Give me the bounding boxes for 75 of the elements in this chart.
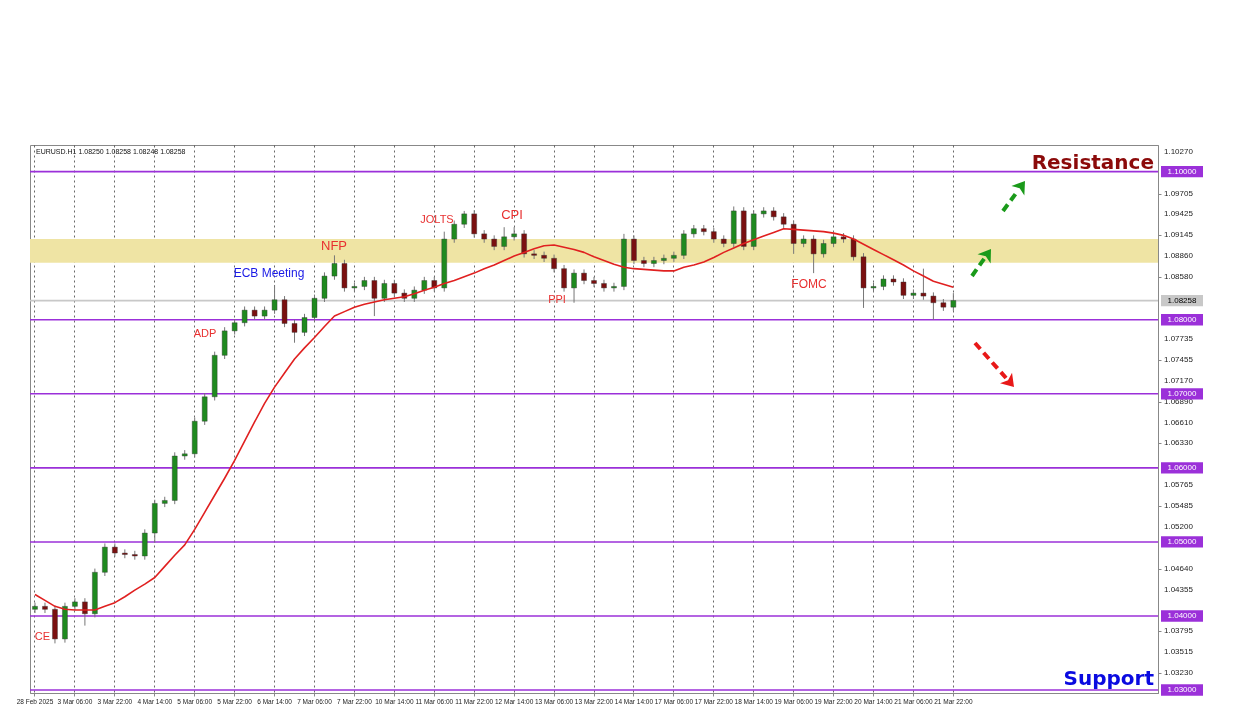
candlestick: [311, 294, 318, 322]
annotation: Support: [1063, 666, 1155, 690]
y-tick-label: 1.07735: [1164, 334, 1194, 344]
y-tick-label: 1.07170: [1164, 376, 1194, 386]
y-tick-label: 1.05765: [1164, 480, 1194, 490]
candlestick: [241, 305, 248, 327]
ref-line-label: 1.04000: [1167, 610, 1198, 620]
annotation: PPI: [548, 293, 566, 305]
candlestick: [601, 279, 607, 293]
annotation: ECB Meeting: [233, 266, 305, 280]
candlestick: [381, 279, 388, 303]
y-tick-label: 1.08580: [1164, 271, 1194, 281]
candlestick: [850, 234, 857, 262]
y-tick-label: 1.04355: [1164, 584, 1194, 594]
candlestick: [271, 284, 278, 315]
candlestick: [681, 229, 687, 260]
y-tick-label: 1.03795: [1164, 626, 1194, 636]
ref-line-label: 1.08258: [1167, 295, 1198, 305]
ref-line-label: 1.10000: [1167, 166, 1198, 176]
annotation: JOLTS: [420, 213, 454, 225]
candlestick: [321, 271, 328, 303]
candlestick: [501, 226, 507, 251]
candlestick: [371, 276, 378, 317]
annotation: ADP: [193, 327, 217, 339]
y-tick-label: 1.03515: [1164, 646, 1194, 656]
candlestick: [42, 602, 48, 614]
candlestick: [641, 256, 647, 268]
y-tick-label: 1.05485: [1164, 501, 1194, 511]
candlestick: [591, 276, 597, 288]
candlestick: [32, 602, 38, 614]
candlestick: [281, 295, 288, 328]
candlestick: [451, 220, 457, 244]
annotation: CPI: [501, 207, 523, 222]
candlestick: [521, 229, 527, 259]
y-tick-label: 1.03230: [1164, 668, 1194, 678]
candlestick: [561, 264, 567, 293]
candlestick: [571, 268, 577, 304]
annotation: NFP: [321, 238, 347, 253]
candlestick: [661, 254, 667, 265]
candlestick: [142, 528, 148, 561]
candlestick: [331, 254, 338, 281]
candlestick: [611, 282, 617, 293]
candlestick: [900, 277, 907, 300]
candlestick: [471, 209, 477, 239]
candlestick: [541, 251, 547, 263]
annotation: FOMC: [791, 277, 827, 291]
candlestick: [511, 226, 517, 242]
y-tick-label: 1.05200: [1164, 522, 1194, 532]
candlestick: [930, 291, 937, 321]
ref-line-label: 1.06000: [1167, 462, 1198, 472]
y-tick-label: 1.09425: [1164, 209, 1194, 219]
candlestick: [920, 268, 927, 301]
y-tick-label: 1.09705: [1164, 188, 1194, 198]
candlestick: [671, 251, 677, 263]
candlestick: [790, 220, 797, 255]
candlestick: [651, 256, 657, 268]
candlestick: [301, 313, 308, 337]
candlestick: [291, 319, 298, 344]
candlestick: [810, 234, 817, 274]
candlestick: [631, 234, 637, 265]
y-tick-label: 1.09145: [1164, 229, 1194, 239]
ref-line-label: 1.05000: [1167, 536, 1198, 546]
ref-line-label: 1.03000: [1167, 685, 1198, 695]
ref-line-label: 1.07000: [1167, 388, 1198, 398]
y-tick-label: 1.07455: [1164, 355, 1194, 365]
y-tick-label: 1.06890: [1164, 396, 1194, 406]
annotation: Resistance: [1031, 150, 1154, 174]
candlestick: [531, 249, 537, 260]
y-tick-label: 1.06330: [1164, 438, 1194, 448]
annotation: CE: [34, 630, 50, 642]
ref-line-label: 1.08000: [1167, 314, 1198, 324]
y-tick-label: 1.04640: [1164, 563, 1194, 573]
y-tick-label: 1.08860: [1164, 251, 1194, 261]
y-tick-label: 1.10270: [1164, 146, 1194, 156]
y-tick-label: 1.06610: [1164, 417, 1194, 427]
